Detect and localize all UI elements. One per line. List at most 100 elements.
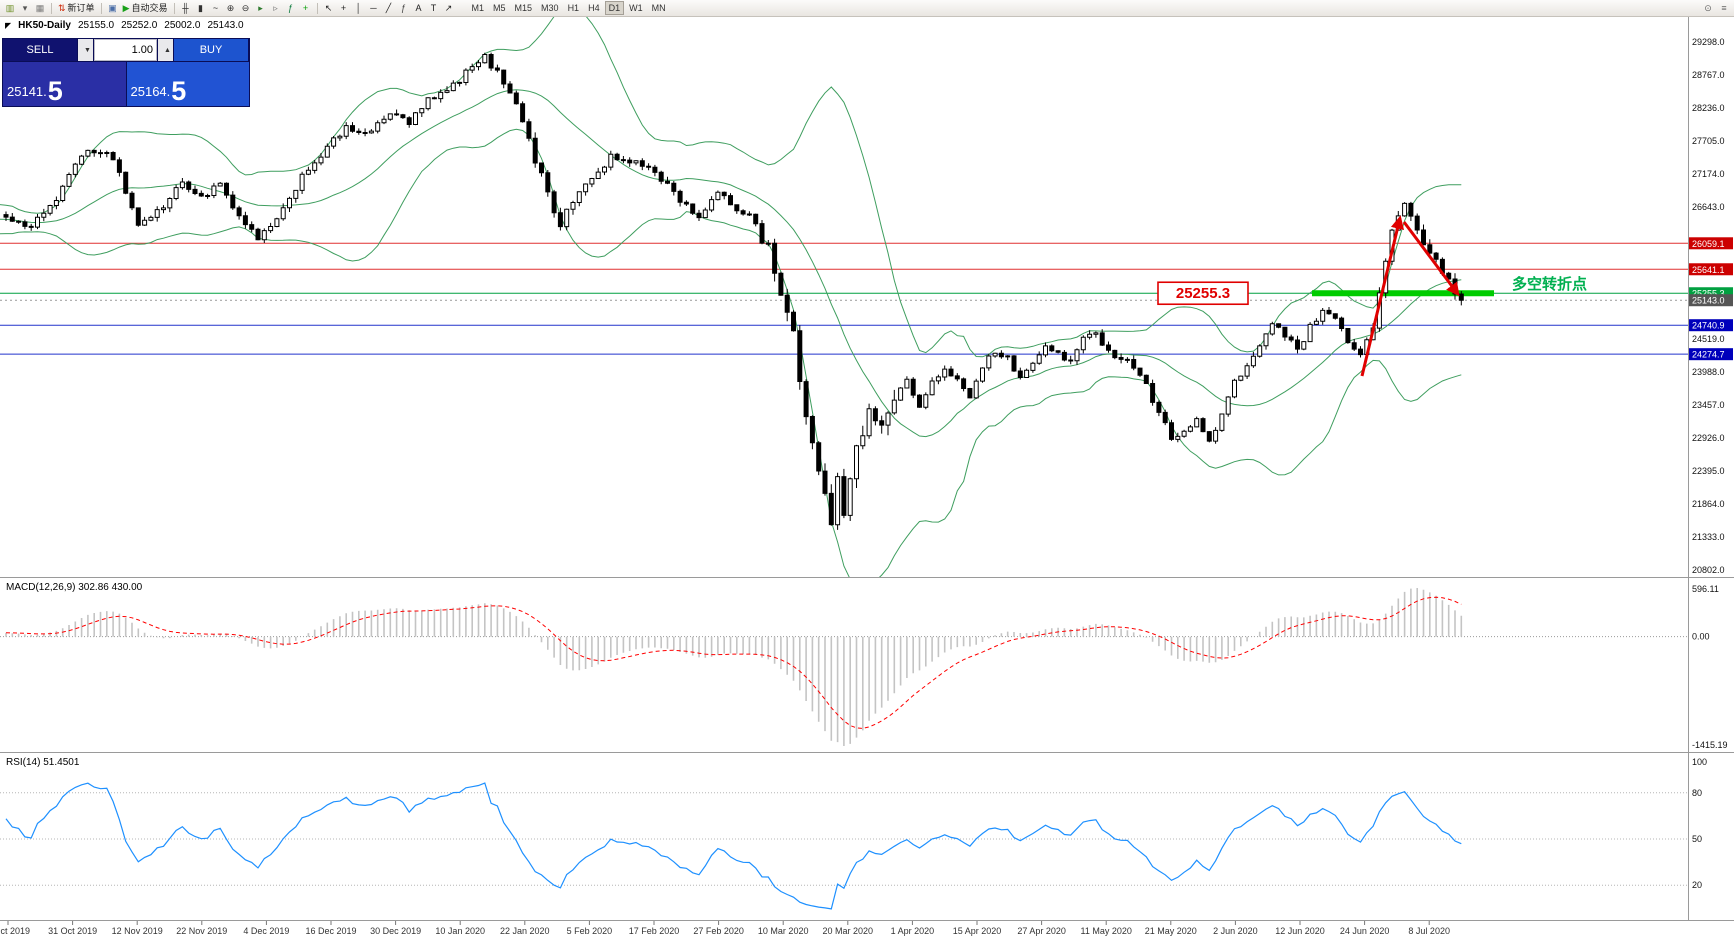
one-click-toggle-icon[interactable]: ◤ — [5, 21, 12, 30]
line-chart-type-button[interactable]: ~ — [209, 1, 223, 15]
timeframe-w1-button[interactable]: W1 — [625, 1, 647, 15]
profiles-button[interactable]: ▦ — [33, 1, 47, 15]
search-button[interactable]: ⊙ — [1701, 1, 1715, 15]
y-axis-label: 21864.0 — [1692, 499, 1725, 509]
rsi-axis-label: 80 — [1692, 788, 1702, 798]
volume-decrease-button[interactable]: ▼ — [78, 39, 93, 61]
y-axis-label: 29298.0 — [1692, 37, 1725, 47]
candlestick-chart-type-button[interactable]: ▮ — [194, 1, 208, 15]
down-arrow[interactable] — [1402, 221, 1460, 297]
auto-scroll-button[interactable]: ▸ — [254, 1, 268, 15]
arrow-tool-button[interactable]: ↗ — [442, 1, 456, 15]
indicators-button[interactable]: ƒ — [284, 1, 298, 15]
rsi-axis-label: 20 — [1692, 880, 1702, 890]
x-axis-label: 5 Feb 2020 — [567, 926, 613, 936]
arrow-tool-icon: ↗ — [444, 2, 453, 13]
timeframe-m5-button[interactable]: M5 — [489, 1, 510, 15]
timeframe-h4-button[interactable]: H4 — [584, 1, 604, 15]
quick-menu-button[interactable]: ≡ — [1717, 1, 1731, 15]
buy-price[interactable]: 25164. 5 — [126, 62, 249, 106]
vertical-line-button[interactable]: │ — [352, 1, 366, 15]
horizontal-line-button[interactable]: ─ — [367, 1, 381, 15]
toolbar-separator — [100, 2, 102, 14]
label-tool-button[interactable]: T — [427, 1, 441, 15]
toolbar-separator — [173, 2, 175, 14]
y-axis-label: 23457.0 — [1692, 400, 1725, 410]
x-axis-label: 22 Jan 2020 — [500, 926, 550, 936]
bar-chart-type-button[interactable]: ╫ — [179, 1, 193, 15]
timeframe-h1-button[interactable]: H1 — [564, 1, 584, 15]
macd-axis: 596.11 0.00 -1415.19 — [1692, 584, 1728, 750]
price-tag-text: 25641.1 — [1692, 265, 1725, 275]
cursor-button[interactable]: ↖ — [322, 1, 336, 15]
annotation-arrows[interactable] — [1360, 215, 1460, 377]
sell-button[interactable]: SELL — [3, 39, 77, 61]
y-axis-label: 28767.0 — [1692, 70, 1725, 80]
new-chart-button[interactable]: ▥ — [3, 1, 17, 15]
timeframe-m15-button[interactable]: M15 — [511, 1, 537, 15]
chart-list-dropdown-icon: ▾ — [22, 2, 28, 13]
volume-increase-button[interactable]: ▲ — [158, 39, 173, 61]
sell-price[interactable]: 25141. 5 — [3, 62, 126, 106]
zoom-in-button[interactable]: ⊕ — [224, 1, 238, 15]
x-axis-label: 31 Oct 2019 — [48, 926, 97, 936]
y-axis-label: 22395.0 — [1692, 466, 1725, 476]
trade-panel-prices: 25141. 5 25164. 5 — [3, 62, 249, 106]
profiles-icon: ▦ — [35, 2, 45, 13]
turning-point-text: 多空转折点 — [1512, 275, 1587, 293]
price-tag-24274.7 — [1689, 348, 1733, 361]
trendline-button[interactable]: ╱ — [382, 1, 396, 15]
up-arrow[interactable] — [1360, 215, 1405, 377]
x-axis-label: 2 Jun 2020 — [1213, 926, 1258, 936]
pane-separators[interactable] — [0, 16, 1734, 921]
timeframe-d1-button[interactable]: D1 — [604, 1, 625, 15]
x-axis-label: 11 May 2020 — [1081, 926, 1132, 936]
support-highlight[interactable] — [1312, 290, 1494, 297]
chart-title-row: ◤ HK50-Daily 25155.0 25252.0 25002.0 251… — [5, 20, 244, 31]
autotrade-button[interactable]: ▶ 自动交易 — [121, 1, 170, 15]
add-indicator-button[interactable]: + — [299, 1, 313, 15]
new-order-button[interactable]: ⇅ 新订单 — [56, 1, 97, 15]
zoom-out-button[interactable]: ⊖ — [239, 1, 253, 15]
x-axis-label: 4 Dec 2019 — [243, 926, 289, 936]
x-axis-label: 27 Apr 2020 — [1017, 926, 1066, 936]
timeframe-m30-button[interactable]: M30 — [537, 1, 563, 15]
buy-button[interactable]: BUY — [174, 39, 248, 61]
y-axis-label: 27174.0 — [1692, 169, 1725, 179]
x-axis-label: 27 Feb 2020 — [693, 926, 744, 936]
price-tag-text: 26059.1 — [1692, 239, 1725, 249]
one-click-trading-panel: SELL ▼ ▲ BUY 25141. 5 25164. 5 — [2, 38, 250, 107]
rsi-indicator-label: RSI(14) 51.4501 — [6, 757, 80, 768]
rsi-axis: 100 80 50 20 — [1692, 757, 1707, 890]
auto-scroll-icon: ▸ — [258, 2, 263, 13]
trendline-icon: ╱ — [385, 2, 392, 13]
trade-panel-controls: SELL ▼ ▲ BUY — [3, 39, 249, 61]
chart-shift-button[interactable]: ▹ — [269, 1, 283, 15]
main-toolbar: ▥ ▾ ▦ ⇅ 新订单 ▣ ▶ 自动交易 ╫ ▮ ~ ⊕ ⊖ ▸ ▹ ƒ + ↖ + │ ─ ╱ ƒ A T ↗ M1 M5 M15 M… — [0, 0, 1734, 17]
expert-advisors-button[interactable]: ▣ — [106, 1, 120, 15]
y-axis-label: 28236.0 — [1692, 103, 1725, 113]
chart-list-dropdown-button[interactable]: ▾ — [18, 1, 32, 15]
timeframe-m1-button[interactable]: M1 — [468, 1, 489, 15]
text-tool-button[interactable]: A — [412, 1, 426, 15]
x-axis-label: 20 Mar 2020 — [823, 926, 874, 936]
add-indicator-icon: + — [302, 2, 309, 13]
fibonacci-button[interactable]: ƒ — [397, 1, 411, 15]
ohlc-low: 25002.0 — [164, 20, 201, 31]
rsi-line — [5, 782, 1462, 910]
crosshair-button[interactable]: + — [337, 1, 351, 15]
volume-input[interactable] — [94, 39, 157, 61]
price-label-box[interactable] — [1157, 281, 1249, 306]
price-tag-24740.9 — [1689, 319, 1733, 332]
text-tool-icon: A — [415, 2, 422, 13]
chart-shift-icon: ▹ — [273, 2, 278, 13]
chart-title-symbol: HK50-Daily — [18, 20, 71, 31]
chart-svg[interactable]: 25255.3 多空转折点 29298.0 28767.0 28236.0 27705.0… — [0, 16, 1734, 938]
price-tag-text: 25255.3 — [1692, 289, 1725, 299]
date-axis: 1 Oct 2019 31 Oct 2019 12 Nov 2019 22 Nov 2… — [0, 921, 1450, 936]
rsi-axis-label: 100 — [1692, 757, 1707, 767]
x-axis-label: 12 Nov 2019 — [112, 926, 163, 936]
horizontal-levels[interactable] — [0, 242, 1688, 355]
timeframe-mn-button[interactable]: MN — [648, 1, 670, 15]
